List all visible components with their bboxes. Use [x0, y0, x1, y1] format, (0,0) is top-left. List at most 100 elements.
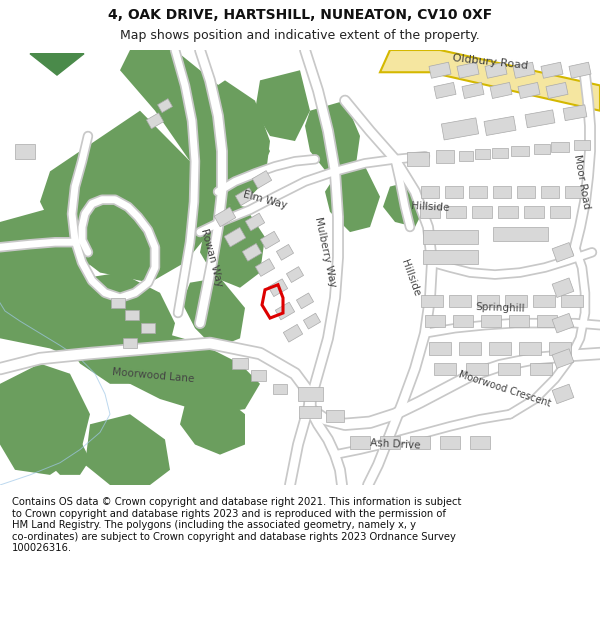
Text: 4, OAK DRIVE, HARTSHILL, NUNEATON, CV10 0XF: 4, OAK DRIVE, HARTSHILL, NUNEATON, CV10 … [108, 8, 492, 22]
Polygon shape [534, 144, 550, 154]
Polygon shape [45, 272, 175, 384]
Polygon shape [0, 364, 90, 475]
Polygon shape [434, 82, 456, 99]
Polygon shape [470, 436, 490, 449]
Polygon shape [549, 342, 571, 354]
Text: Moorwood Lane: Moorwood Lane [112, 367, 194, 384]
Polygon shape [481, 315, 501, 327]
Polygon shape [505, 295, 527, 307]
Polygon shape [242, 244, 262, 261]
Polygon shape [255, 70, 310, 141]
Polygon shape [0, 207, 95, 338]
Polygon shape [277, 244, 293, 260]
Polygon shape [298, 387, 323, 401]
Polygon shape [420, 206, 440, 218]
Polygon shape [422, 230, 478, 244]
Polygon shape [275, 302, 295, 320]
Polygon shape [541, 62, 563, 78]
Polygon shape [190, 81, 270, 207]
Polygon shape [445, 186, 463, 198]
Polygon shape [440, 436, 460, 449]
Polygon shape [429, 62, 451, 78]
Polygon shape [493, 227, 548, 241]
Polygon shape [552, 349, 574, 368]
Polygon shape [214, 207, 236, 227]
Polygon shape [498, 206, 518, 218]
Polygon shape [141, 323, 155, 333]
Polygon shape [484, 116, 516, 136]
Text: Hillside: Hillside [410, 201, 449, 212]
Text: Hillside: Hillside [399, 258, 421, 298]
Polygon shape [380, 436, 400, 449]
Polygon shape [511, 146, 529, 156]
Polygon shape [462, 82, 484, 99]
Polygon shape [550, 206, 570, 218]
Polygon shape [286, 267, 304, 282]
Polygon shape [245, 213, 265, 231]
Polygon shape [30, 54, 84, 75]
Text: Rowan Way: Rowan Way [199, 227, 224, 288]
Polygon shape [552, 278, 574, 298]
Text: Moorwood Crescent: Moorwood Crescent [458, 369, 553, 409]
Text: Moor Road: Moor Road [572, 154, 592, 209]
Polygon shape [509, 315, 529, 327]
Polygon shape [453, 315, 473, 327]
Polygon shape [305, 101, 360, 176]
Polygon shape [0, 288, 260, 414]
Polygon shape [436, 149, 454, 162]
Polygon shape [477, 295, 499, 307]
Polygon shape [498, 362, 520, 375]
Polygon shape [48, 439, 90, 475]
Polygon shape [489, 342, 511, 354]
Polygon shape [518, 82, 540, 99]
Polygon shape [283, 324, 302, 342]
Polygon shape [383, 181, 425, 227]
Polygon shape [472, 206, 492, 218]
Polygon shape [232, 358, 248, 369]
Polygon shape [350, 436, 370, 449]
Polygon shape [537, 315, 557, 327]
Polygon shape [513, 62, 535, 78]
Polygon shape [429, 342, 451, 354]
Polygon shape [325, 166, 380, 232]
Polygon shape [299, 406, 321, 418]
Polygon shape [551, 142, 569, 152]
Polygon shape [466, 362, 488, 375]
Polygon shape [146, 113, 164, 129]
Polygon shape [524, 206, 544, 218]
Text: Mulberry Way: Mulberry Way [313, 216, 337, 288]
Text: Map shows position and indicative extent of the property.: Map shows position and indicative extent… [120, 29, 480, 41]
Text: Oldbury Road: Oldbury Road [452, 53, 528, 71]
Polygon shape [485, 62, 507, 78]
Polygon shape [533, 295, 555, 307]
Text: Contains OS data © Crown copyright and database right 2021. This information is : Contains OS data © Crown copyright and d… [12, 497, 461, 553]
Polygon shape [40, 111, 220, 282]
Polygon shape [224, 228, 246, 247]
Polygon shape [446, 206, 466, 218]
Polygon shape [123, 338, 137, 348]
Polygon shape [273, 384, 287, 394]
Polygon shape [425, 315, 445, 327]
Polygon shape [561, 295, 583, 307]
Polygon shape [492, 148, 508, 158]
Polygon shape [410, 436, 430, 449]
Polygon shape [563, 105, 587, 121]
Polygon shape [565, 186, 583, 198]
Polygon shape [380, 50, 600, 111]
Polygon shape [111, 298, 125, 308]
Polygon shape [125, 310, 139, 320]
Polygon shape [256, 259, 275, 276]
Polygon shape [442, 118, 479, 140]
Polygon shape [200, 202, 265, 288]
Polygon shape [475, 149, 490, 159]
Polygon shape [296, 293, 314, 309]
Polygon shape [260, 231, 280, 249]
Polygon shape [407, 152, 429, 166]
Polygon shape [434, 362, 456, 375]
Polygon shape [546, 82, 568, 99]
Polygon shape [490, 82, 512, 99]
Polygon shape [469, 186, 487, 198]
Polygon shape [525, 110, 555, 128]
Polygon shape [180, 394, 245, 454]
Polygon shape [552, 242, 574, 262]
